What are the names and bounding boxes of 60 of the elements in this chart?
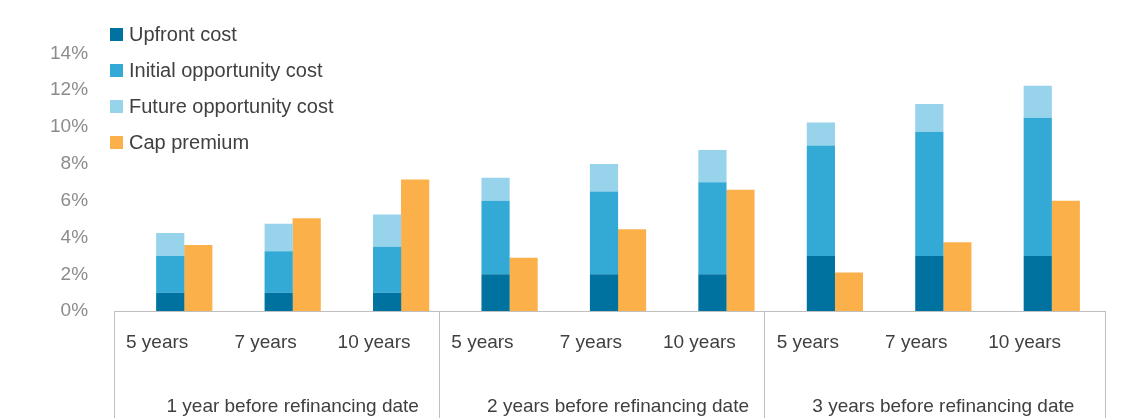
bar	[481, 177, 510, 201]
y-tick-label: 8%	[60, 152, 89, 174]
bar	[1023, 255, 1052, 312]
x-tick-label: 5 years	[125, 330, 189, 352]
bar	[806, 255, 835, 312]
bar	[915, 104, 944, 132]
bar	[264, 251, 293, 293]
x-tick-label: 7 years	[885, 330, 948, 352]
text: 2 years before refinancing date	[487, 395, 749, 416]
bar	[915, 131, 944, 256]
x-tick-label: 7 years	[559, 330, 623, 352]
y-tick-label: 6%	[60, 188, 89, 210]
bar	[617, 229, 647, 312]
bar	[589, 274, 619, 312]
y-tick-label: 0%	[60, 299, 89, 321]
legend-label: Future opportunity cost	[129, 94, 334, 118]
bar	[156, 292, 185, 312]
bar	[292, 218, 321, 312]
bar	[915, 255, 944, 312]
bar	[698, 150, 727, 183]
bar	[373, 214, 402, 247]
bar	[373, 246, 402, 293]
bar	[184, 244, 213, 312]
bar	[481, 200, 510, 275]
bar	[834, 272, 864, 312]
bar	[589, 191, 619, 275]
bar	[401, 179, 430, 312]
x-tick-label: 5 years	[451, 330, 514, 352]
bar	[698, 274, 727, 312]
y-tick-label: 4%	[60, 225, 89, 247]
x-tick-label: 10 years	[988, 330, 1062, 352]
bar	[1023, 117, 1052, 256]
bar	[373, 292, 402, 312]
y-tick-label: 14%	[50, 41, 89, 63]
bar	[806, 122, 835, 146]
bar	[726, 189, 755, 312]
x-tick-label: 7 years	[234, 330, 297, 352]
x-tick-label: 5 years	[776, 330, 839, 352]
bar	[589, 163, 619, 192]
bar	[806, 145, 835, 256]
bar	[264, 292, 293, 312]
legend-label: Initial opportunity cost	[129, 58, 323, 82]
bar	[481, 274, 510, 312]
legend-label: Upfront cost	[129, 22, 237, 46]
bar	[943, 242, 972, 312]
bar	[1023, 85, 1052, 118]
bar	[509, 257, 538, 312]
bar	[156, 232, 185, 256]
text: 3 years before refinancing date	[812, 395, 1075, 416]
x-tick-label: 10 years	[337, 330, 411, 352]
text: 1 year before refinancing date	[166, 395, 419, 416]
y-tick-label: 10%	[50, 115, 89, 137]
x-tick-label: 10 years	[662, 330, 736, 352]
y-tick-label: 12%	[50, 78, 89, 100]
bar	[156, 255, 185, 293]
legend-label: Cap premium	[129, 130, 250, 154]
bar	[1051, 200, 1080, 312]
y-tick-label: 2%	[60, 262, 89, 284]
bar	[698, 182, 727, 275]
bar	[264, 223, 293, 252]
